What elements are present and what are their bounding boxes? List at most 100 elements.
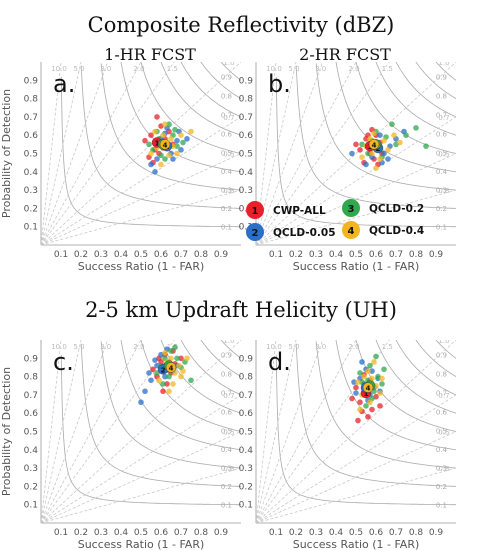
csi-curve — [160, 62, 241, 136]
data-point-cwp-all — [365, 414, 371, 420]
csi-curve — [375, 62, 456, 136]
data-point-qcld-0.2 — [158, 152, 164, 159]
x-tick-label: 0.4 — [329, 250, 344, 260]
csi-label: 0.5 — [221, 427, 232, 435]
bias-line — [256, 340, 297, 523]
legend-label: QCLD-0.05 — [273, 227, 336, 239]
x-tick-label: 0.4 — [114, 250, 129, 260]
section-title-updraft-helicity: 2-5 km Updraft Helicity (UH) — [85, 298, 397, 322]
csi-label: 0.9 — [221, 351, 232, 359]
legend-number: 2 — [252, 228, 259, 239]
x-axis-label: Success Ratio (1 - FAR) — [78, 538, 205, 550]
y-tick-label: 0.6 — [239, 131, 254, 141]
legend-marker-qcld-0.4 — [342, 221, 360, 239]
bias-line — [41, 62, 241, 245]
csi-label: 0.1 — [221, 502, 232, 510]
data-point-qcld-0.4 — [184, 355, 190, 362]
bias-line — [256, 62, 456, 245]
csi-label: 0.4 — [436, 446, 448, 454]
x-tick-label: 0.4 — [114, 528, 129, 538]
bias-line — [41, 340, 241, 523]
column-title-2hr: 2-HR FCST — [299, 45, 391, 64]
data-point-qcld-0.4 — [371, 359, 377, 365]
bias-line — [41, 340, 62, 523]
data-point-qcld-0.4 — [180, 368, 186, 374]
bias-label: 5.0 — [288, 65, 299, 73]
performance-diagram-d: 0.1 0.2 0.3 0.4 0.5 0.6 0.7 0.8 0.9 0.3 0.5 0.7 1.0 1… — [239, 340, 456, 550]
data-point-cwp-all — [353, 141, 359, 148]
bias-label: 0.5 — [223, 429, 234, 437]
csi-label: 0.6 — [221, 130, 233, 138]
bias-label: 0.5 — [223, 151, 234, 159]
legend-number: 4 — [348, 226, 355, 237]
csi-label: 0.3 — [221, 465, 232, 473]
bias-line — [256, 340, 277, 523]
bias-label: 2.0 — [348, 343, 359, 351]
y-axis-label: Probability of Detection — [0, 367, 13, 496]
data-point-qcld-0.05 — [154, 156, 160, 162]
mean-marker-number: 4 — [372, 141, 377, 149]
y-tick-label: 0.7 — [24, 391, 38, 401]
x-tick-label: 0.6 — [369, 250, 384, 260]
x-tick-label: 0.8 — [409, 528, 424, 538]
data-point-qcld-0.4 — [381, 137, 387, 144]
data-point-qcld-0.2 — [166, 121, 172, 128]
y-tick-label: 0.1 — [239, 223, 253, 233]
legend-number: 1 — [252, 206, 259, 217]
bias-label: 3.0 — [315, 65, 326, 73]
data-point-qcld-0.4 — [365, 368, 371, 374]
csi-label: 0.8 — [221, 93, 232, 101]
mean-marker-qcld-0.4 — [368, 139, 380, 150]
data-point-qcld-0.4 — [357, 406, 363, 413]
csi-label: 0.8 — [436, 371, 447, 379]
data-point-qcld-0.4 — [367, 399, 373, 406]
csi-curve — [435, 340, 456, 359]
csi-label: 0.4 — [221, 168, 233, 176]
bias-label: 0.7 — [223, 114, 234, 122]
bias-label: 2.0 — [348, 65, 359, 73]
y-tick-label: 0.4 — [24, 168, 39, 178]
legend-label: QCLD-0.2 — [369, 203, 424, 215]
data-point-qcld-0.05 — [162, 373, 168, 380]
legend-label: QCLD-0.4 — [369, 225, 424, 237]
data-point-qcld-0.4 — [361, 373, 367, 380]
csi-label: 0.8 — [221, 371, 232, 379]
bias-line — [256, 340, 390, 523]
y-tick-label: 0.3 — [239, 186, 253, 196]
csi-curve — [295, 343, 456, 487]
csi-label: 0.6 — [436, 408, 448, 416]
data-point-qcld-0.4 — [170, 381, 176, 387]
data-point-qcld-0.2 — [379, 381, 385, 387]
data-point-qcld-0.2 — [389, 121, 395, 128]
bias-label: 0.3 — [438, 465, 449, 473]
x-tick-label: 0.3 — [309, 250, 323, 260]
bias-line — [256, 340, 324, 523]
panel-label: d. — [268, 348, 291, 376]
bias-label: 10.0 — [51, 65, 67, 73]
data-point-qcld-0.4 — [371, 130, 377, 137]
bias-line — [41, 340, 82, 523]
data-point-qcld-0.05 — [363, 161, 369, 168]
bias-label: 0.3 — [438, 187, 449, 195]
mean-marker-number: 4 — [366, 385, 371, 393]
data-point-qcld-0.05 — [142, 388, 148, 395]
csi-curve — [435, 62, 456, 81]
data-point-qcld-0.2 — [367, 362, 373, 369]
data-point-qcld-0.4 — [176, 362, 182, 369]
bias-line — [41, 116, 241, 245]
x-tick-label: 0.9 — [214, 528, 229, 538]
column-title-1hr: 1-HR FCST — [104, 45, 196, 64]
bias-line — [256, 189, 456, 245]
csi-label: 0.3 — [221, 187, 232, 195]
bias-label: 1.0 — [438, 59, 449, 67]
data-point-qcld-0.05 — [369, 368, 375, 374]
bias-line — [41, 340, 175, 523]
bias-line — [256, 116, 456, 245]
bias-label: 2.0 — [133, 65, 144, 73]
bias-line — [41, 153, 241, 245]
bias-label: 0.7 — [223, 392, 234, 400]
x-tick-label: 0.4 — [329, 528, 344, 538]
bias-line — [41, 62, 82, 245]
y-tick-label: 0.9 — [24, 354, 39, 364]
y-tick-label: 0.5 — [24, 428, 38, 438]
